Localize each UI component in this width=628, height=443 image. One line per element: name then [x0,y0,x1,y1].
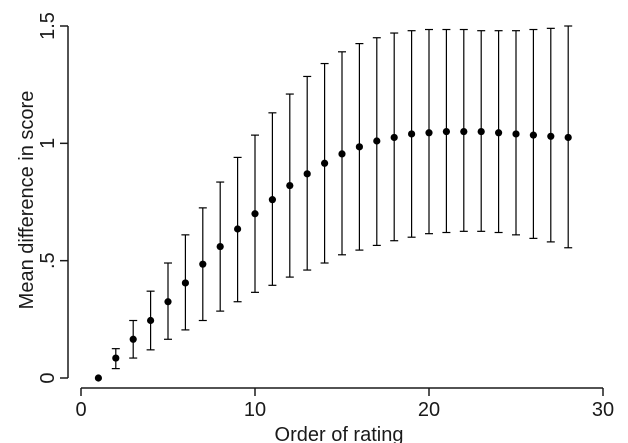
data-point [94,374,102,382]
data-point [547,132,555,140]
data-point [460,128,468,136]
data-point [181,279,189,287]
data-point [129,335,137,343]
x-tick-label: 10 [244,399,266,421]
data-point [564,133,572,142]
x-tick-label: 30 [592,399,614,421]
data-point [355,143,363,151]
data-point [303,170,311,178]
data-point [164,298,172,306]
x-tick-label: 20 [418,399,440,421]
data-point [268,196,276,204]
y-axis-label: Mean difference in score [16,91,38,310]
plot-area: 0 10 20 30 0 .5 1 1.5 [37,12,614,421]
data-point [199,260,207,268]
data-point [251,210,259,218]
data-point [512,130,520,138]
y-tick-label: 0 [37,372,59,383]
x-tick-label: 0 [75,399,86,421]
data-point [234,225,242,233]
data-point [147,316,155,325]
data-point [286,181,294,190]
data-point [477,128,485,136]
data-point [321,159,329,167]
data-point [442,128,450,136]
data-point [529,131,538,139]
data-point [373,137,381,145]
data-point [216,242,224,251]
data-point [112,354,120,362]
data-point [495,129,503,137]
data-point [408,130,416,138]
y-tick-label: .5 [37,252,59,269]
y-tick-label: 1 [37,138,59,149]
data-point [390,133,398,142]
data-point [425,129,433,137]
y-tick-label: 1.5 [37,12,59,40]
x-axis-label: Order of rating [275,424,404,443]
data-point [338,150,346,158]
